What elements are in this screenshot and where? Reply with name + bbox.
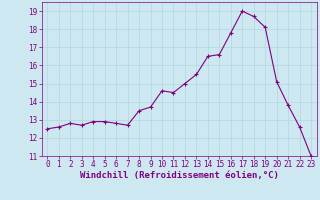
X-axis label: Windchill (Refroidissement éolien,°C): Windchill (Refroidissement éolien,°C): [80, 171, 279, 180]
